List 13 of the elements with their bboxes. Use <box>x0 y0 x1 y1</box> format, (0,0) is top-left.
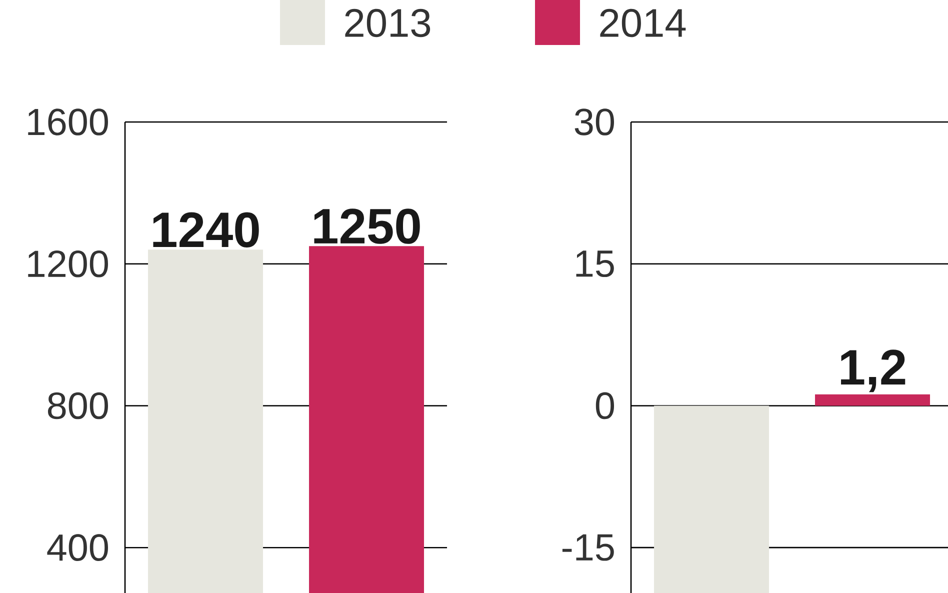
y-tick-label: 800 <box>48 392 108 420</box>
y-tick-label: 30 <box>574 108 614 136</box>
legend-label: 2013 <box>345 8 430 38</box>
data-label: 1240 <box>153 212 259 248</box>
y-tick-label: 1200 <box>28 250 108 278</box>
data-label: 1250 <box>314 208 420 244</box>
y-tick-label: 0 <box>596 392 614 420</box>
legend-label: 2014 <box>600 8 686 38</box>
y-tick-label: 15 <box>576 250 614 278</box>
y-tick-label: 1600 <box>28 108 108 136</box>
data-label: 1,2 <box>841 350 906 392</box>
y-tick-label: -15 <box>562 534 614 561</box>
y-tick-label: 400 <box>47 534 108 561</box>
